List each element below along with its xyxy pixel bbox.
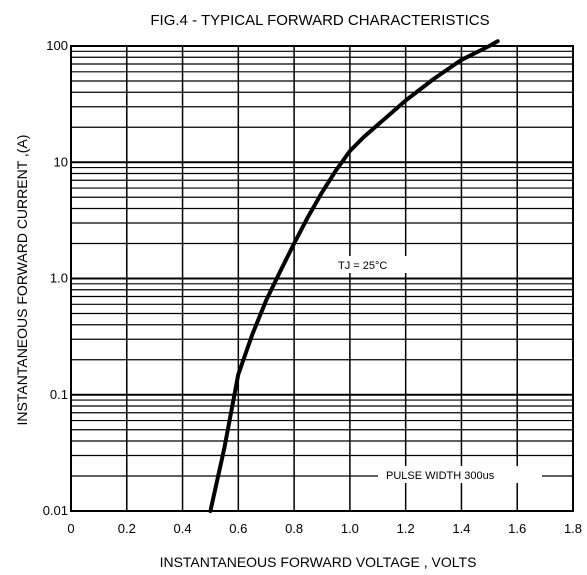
plot-frame	[70, 45, 574, 512]
y-tick-label: 1.0	[50, 271, 68, 286]
pulse-width-annotation-box	[378, 466, 542, 483]
tick-labels: 0 0.2 0.4 0.6 0.8 1.0 1.2 1.4 1.6 1.8 0.01 0.1 1.0 10…	[43, 38, 582, 536]
y-axis-title: INSTANTANEOUS FORWARD CURRENT ,(A)	[14, 135, 30, 426]
x-tick-label: 1.4	[452, 521, 470, 536]
grid	[71, 46, 573, 511]
chart-title: FIG.4 - TYPICAL FORWARD CHARACTERISTICS	[150, 12, 489, 29]
x-tick-label: 0.4	[174, 521, 192, 536]
y-tick-label: 0.1	[50, 387, 68, 402]
x-tick-label: 0.8	[285, 521, 303, 536]
x-tick-label: 0.6	[229, 521, 247, 536]
tj-annotation: TJ = 25°C	[338, 260, 387, 272]
x-tick-label: 1.6	[508, 521, 526, 536]
y-tick-label: 100	[46, 38, 68, 53]
tj-annotation-box	[334, 256, 414, 273]
x-tick-label: 1.0	[341, 521, 359, 536]
x-tick-label: 0	[67, 521, 74, 536]
pulse-width-annotation: PULSE WIDTH 300us	[386, 470, 495, 482]
y-tick-label: 0.01	[43, 503, 68, 518]
x-axis-title: INSTANTANEOUS FORWARD VOLTAGE , VOLTS	[160, 554, 477, 570]
forward-curve-line	[208, 39, 500, 513]
x-tick-label: 0.2	[118, 521, 136, 536]
y-tick-label: 10	[54, 154, 68, 169]
x-tick-label: 1.2	[397, 521, 415, 536]
x-tick-label: 1.8	[564, 521, 582, 536]
